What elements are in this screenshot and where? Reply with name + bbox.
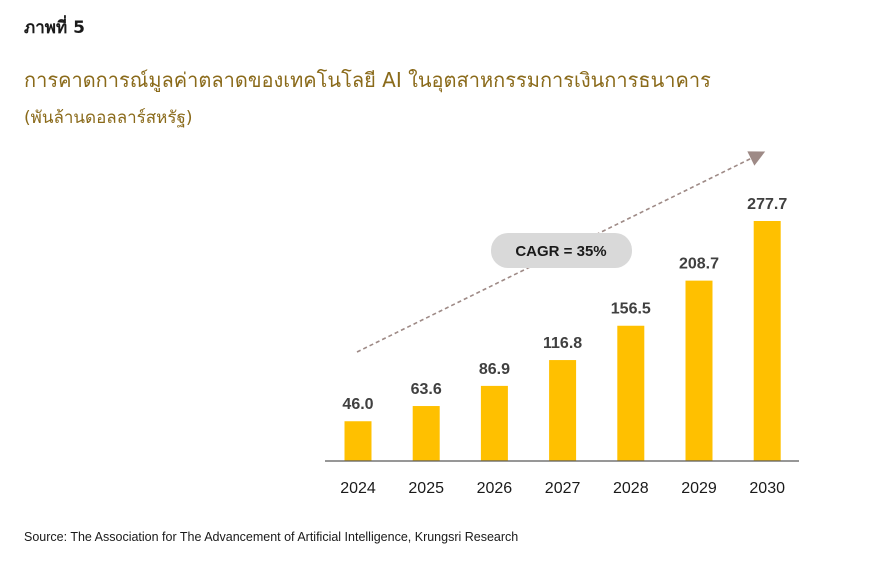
x-tick-label-2025: 2025 xyxy=(408,480,444,497)
value-label-2029: 208.7 xyxy=(679,256,719,273)
value-label-2024: 46.0 xyxy=(342,396,373,413)
x-tick-label-2027: 2027 xyxy=(545,480,581,497)
chart-subtitle: (พันล้านดอลลาร์สหรัฐ) xyxy=(24,108,193,128)
cagr-trend-arrow xyxy=(356,151,766,353)
chart-title: การคาดการณ์มูลค่าตลาดของเทคโนโลยี AI ในอ… xyxy=(24,68,711,92)
bar-2026 xyxy=(480,385,508,461)
value-label-2030: 277.7 xyxy=(747,196,787,213)
bar-2028 xyxy=(617,325,645,461)
bar-2024 xyxy=(344,421,372,461)
cagr-annotation: CAGR = 35% xyxy=(491,233,632,268)
cagr-label: CAGR = 35% xyxy=(515,243,606,260)
x-tick-label-2026: 2026 xyxy=(477,480,513,497)
bar-2030 xyxy=(753,221,781,461)
value-label-2025: 63.6 xyxy=(411,381,442,398)
bar-2029 xyxy=(685,280,713,461)
bar-2027 xyxy=(549,360,577,461)
value-label-2027: 116.8 xyxy=(543,335,582,352)
value-label-2026: 86.9 xyxy=(479,361,510,378)
x-tick-label-2024: 2024 xyxy=(340,480,376,497)
figure-label: ภาพที่ 5 xyxy=(24,18,85,38)
source-note: Source: The Association for The Advancem… xyxy=(24,530,519,544)
x-tick-label-2028: 2028 xyxy=(613,480,649,497)
x-tick-label-2029: 2029 xyxy=(681,480,717,497)
bar-2025 xyxy=(412,406,440,461)
value-label-2028: 156.5 xyxy=(611,301,651,318)
cagr-badge xyxy=(491,233,632,268)
x-tick-label-2030: 2030 xyxy=(749,480,785,497)
